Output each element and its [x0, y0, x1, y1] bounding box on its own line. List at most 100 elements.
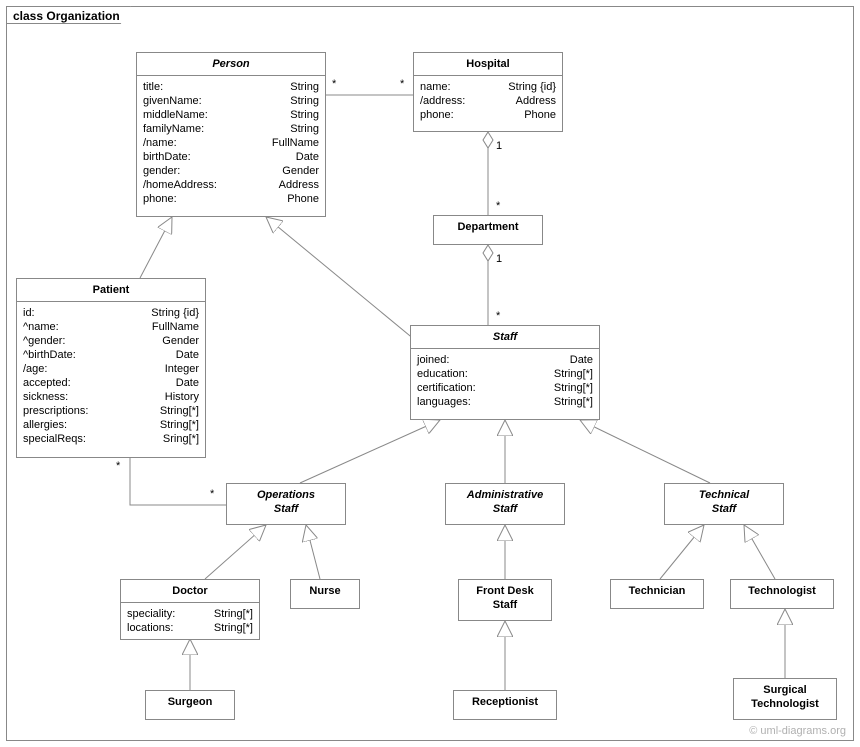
class-name: Staff — [411, 326, 599, 349]
attr-row: joined: Date — [417, 353, 593, 367]
attr-type: Gender — [162, 334, 199, 348]
attr-type: String {id} — [508, 80, 556, 94]
class-name: Person — [137, 53, 325, 76]
attr-row: locations: String[*] — [127, 621, 253, 635]
class-surgeon: Surgeon — [145, 690, 235, 720]
class-name: Hospital — [414, 53, 562, 76]
attr-name: ^gender: — [23, 334, 65, 348]
class-administrative-staff: Administrative Staff — [445, 483, 565, 525]
line1: Front Desk — [476, 585, 533, 597]
multiplicity-label: * — [210, 488, 214, 500]
attr-name: middleName: — [143, 108, 208, 122]
class-name: Operations Staff — [227, 484, 345, 520]
multiplicity-label: 1 — [496, 253, 502, 265]
class-name: Surgical Technologist — [734, 679, 836, 715]
attr-name: title: — [143, 80, 163, 94]
attr-name: allergies: — [23, 418, 67, 432]
multiplicity-label: * — [116, 460, 120, 472]
attr-type: String[*] — [554, 367, 593, 381]
attr-name: phone: — [420, 108, 454, 122]
class-technician: Technician — [610, 579, 704, 609]
attr-name: locations: — [127, 621, 173, 635]
class-attrs: title:StringgivenName:StringmiddleName:S… — [137, 76, 325, 210]
attr-row: education: String[*] — [417, 367, 593, 381]
attr-type: String[*] — [214, 621, 253, 635]
class-attrs: id:String {id}^name:FullName^gender:Gend… — [17, 302, 205, 450]
attr-row: certification:String[*] — [417, 381, 593, 395]
attr-type: String — [290, 122, 319, 136]
attr-type: FullName — [272, 136, 319, 150]
attr-type: String[*] — [160, 404, 199, 418]
attr-name: /address: — [420, 94, 465, 108]
multiplicity-label: * — [496, 200, 500, 212]
attr-type: String[*] — [214, 607, 253, 621]
attr-name: accepted: — [23, 376, 71, 390]
class-operations-staff: Operations Staff — [226, 483, 346, 525]
attr-row: languages: String[*] — [417, 395, 593, 409]
attr-name: ^birthDate: — [23, 348, 76, 362]
attr-row: /age:Integer — [23, 362, 199, 376]
attr-type: Date — [570, 353, 593, 367]
attr-type: String[*] — [554, 381, 593, 395]
attr-row: /address:Address — [420, 94, 556, 108]
attr-type: Date — [176, 348, 199, 362]
multiplicity-label: 1 — [496, 140, 502, 152]
attr-name: gender: — [143, 164, 180, 178]
attr-name: specialReqs: — [23, 432, 86, 446]
attr-name: languages: — [417, 395, 471, 409]
attr-row: /name:FullName — [143, 136, 319, 150]
class-attrs: name:String {id}/address:Addressphone: Ph… — [414, 76, 562, 126]
attr-row: prescriptions: String[*] — [23, 404, 199, 418]
attr-type: String — [290, 94, 319, 108]
class-person: Person title:StringgivenName:Stringmiddl… — [136, 52, 326, 217]
attr-name: phone: — [143, 192, 177, 206]
attr-name: speciality: — [127, 607, 175, 621]
attr-row: ^birthDate: Date — [23, 348, 199, 362]
attr-name: id: — [23, 306, 35, 320]
attr-type: Sring[*] — [163, 432, 199, 446]
attr-name: familyName: — [143, 122, 204, 136]
class-name: Surgeon — [146, 691, 234, 713]
attr-row: /homeAddress:Address — [143, 178, 319, 192]
attr-row: ^name:FullName — [23, 320, 199, 334]
attr-row: familyName: String — [143, 122, 319, 136]
attr-type: String[*] — [554, 395, 593, 409]
class-staff: Staff joined: Date education: String[*]cert… — [410, 325, 600, 420]
line1: Administrative — [467, 489, 543, 501]
attr-name: /age: — [23, 362, 47, 376]
line1: Technical — [699, 489, 749, 501]
attr-row: birthDate:Date — [143, 150, 319, 164]
attr-row: accepted: Date — [23, 376, 199, 390]
attr-row: middleName:String — [143, 108, 319, 122]
class-receptionist: Receptionist — [453, 690, 557, 720]
attr-row: gender:Gender — [143, 164, 319, 178]
attr-row: name:String {id} — [420, 80, 556, 94]
attr-name: prescriptions: — [23, 404, 88, 418]
multiplicity-label: * — [332, 78, 336, 90]
multiplicity-label: * — [496, 310, 500, 322]
attr-name: sickness: — [23, 390, 68, 404]
attr-type: Date — [176, 376, 199, 390]
attr-row: phone: Phone — [420, 108, 556, 122]
attr-type: Phone — [287, 192, 319, 206]
class-name: Administrative Staff — [446, 484, 564, 520]
watermark: © uml-diagrams.org — [749, 725, 846, 737]
attr-type: Phone — [524, 108, 556, 122]
line1: Surgical — [763, 684, 806, 696]
attr-name: education: — [417, 367, 468, 381]
attr-type: History — [165, 390, 199, 404]
attr-row: sickness: History — [23, 390, 199, 404]
class-name: Technologist — [731, 580, 833, 602]
attr-name: joined: — [417, 353, 449, 367]
class-patient: Patient id:String {id}^name:FullName^gen… — [16, 278, 206, 458]
attr-row: specialReqs: Sring[*] — [23, 432, 199, 446]
class-technologist: Technologist — [730, 579, 834, 609]
attr-row: title:String — [143, 80, 319, 94]
line2: Technologist — [751, 698, 819, 710]
multiplicity-label: * — [400, 78, 404, 90]
class-technical-staff: Technical Staff — [664, 483, 784, 525]
class-hospital: Hospital name:String {id}/address:Addres… — [413, 52, 563, 132]
class-name: Front Desk Staff — [459, 580, 551, 616]
uml-class-diagram: class Organization Person title:Stringgi… — [0, 0, 860, 747]
class-name: Department — [434, 216, 542, 238]
